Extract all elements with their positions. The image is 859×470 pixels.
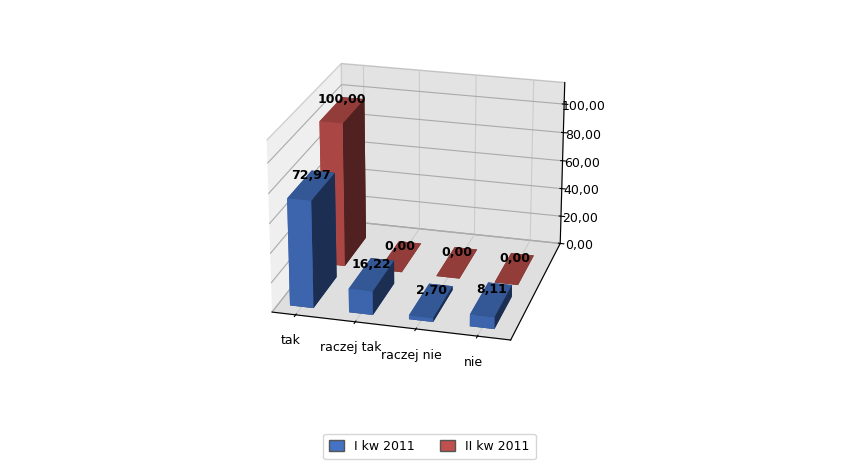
Legend: I kw 2011, II kw 2011: I kw 2011, II kw 2011	[323, 433, 536, 459]
